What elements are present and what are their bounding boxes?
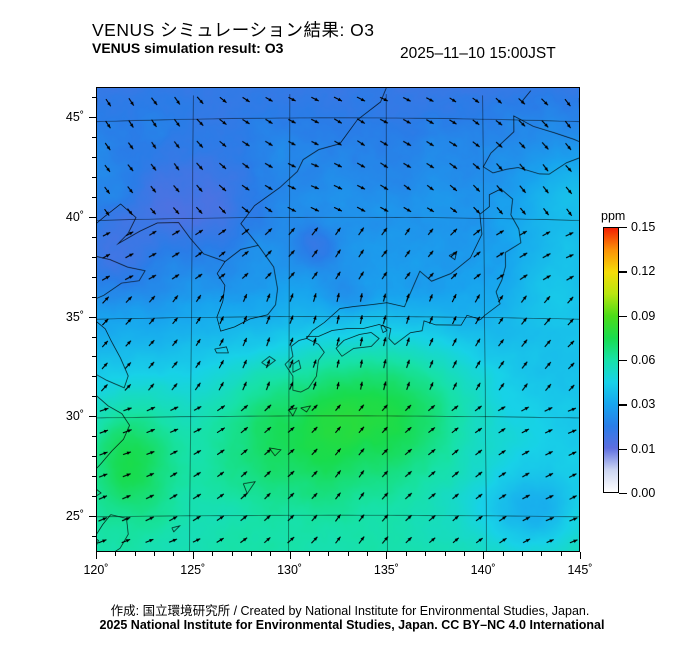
x-axis-tick	[347, 552, 349, 556]
x-axis-tick	[463, 552, 465, 556]
x-axis-tick	[405, 552, 407, 556]
y-axis-tick	[92, 156, 96, 158]
x-axis-tick	[444, 552, 446, 556]
colorbar-tick	[619, 404, 627, 406]
x-axis-label: 120˚	[83, 563, 109, 577]
x-axis-label: 125˚	[180, 563, 206, 577]
colorbar-tick-label: 0.09	[631, 308, 656, 323]
map-plot-frame	[96, 87, 580, 552]
y-axis-tick	[92, 256, 96, 258]
y-axis-label: 45˚	[65, 109, 84, 124]
colorbar-tick-label: 0.12	[631, 264, 656, 279]
colorbar-tick	[619, 315, 627, 318]
y-axis-tick	[92, 196, 96, 198]
timestamp-label: 2025–11–10 15:00JST	[400, 45, 556, 62]
x-axis-tick	[386, 552, 388, 559]
y-axis-tick	[92, 496, 96, 498]
colorbar-gradient	[603, 227, 619, 493]
y-axis-tick	[89, 416, 96, 418]
x-axis-label: 130˚	[277, 563, 303, 577]
y-axis-tick	[92, 376, 96, 378]
y-axis-label: 40˚	[65, 209, 84, 224]
x-axis-tick	[328, 552, 330, 556]
x-axis-tick	[134, 552, 136, 556]
y-axis-tick	[92, 456, 96, 458]
colorbar-tick-label: 0.00	[631, 486, 656, 500]
y-axis-tick	[89, 516, 96, 518]
colorbar-unit-label: ppm	[601, 209, 626, 223]
x-axis-tick	[502, 552, 504, 556]
colorbar-tick-label: 0.03	[631, 397, 656, 412]
colorbar-tick-label: 0.01	[631, 441, 656, 456]
x-axis-tick	[173, 552, 175, 556]
y-axis-tick	[89, 216, 96, 218]
credit-line: 作成: 国立環境研究所 / Created by National Instit…	[110, 604, 590, 618]
y-axis-tick	[92, 176, 96, 178]
page-title-japanese: VENUS シミュレーション結果: O3	[92, 20, 375, 40]
license-line: 2025 National Institute for Environmenta…	[99, 618, 605, 632]
colorbar-tick	[619, 360, 627, 362]
x-axis-tick	[231, 552, 233, 556]
colorbar-tick	[619, 493, 627, 495]
x-axis-tick	[521, 552, 523, 556]
colorbar	[603, 227, 619, 493]
y-axis-tick	[92, 276, 96, 278]
page-title-english: VENUS simulation result: O3	[92, 40, 284, 56]
colorbar-tick-label: 0.06	[631, 353, 656, 367]
y-axis-label: 25˚	[65, 509, 84, 524]
y-axis-label: 30˚	[65, 409, 84, 424]
y-axis-label: 35˚	[65, 309, 84, 324]
colorbar-tick	[619, 448, 627, 451]
x-axis-tick	[250, 552, 252, 556]
x-axis-tick	[289, 552, 291, 559]
x-axis-tick	[309, 552, 310, 556]
y-axis-tick	[89, 116, 96, 118]
y-axis-tick	[92, 356, 96, 358]
colorbar-tick	[619, 227, 627, 229]
x-axis-tick	[192, 552, 194, 559]
x-axis-label: 140˚	[470, 563, 496, 577]
x-axis-tick	[212, 552, 214, 556]
y-axis-tick	[92, 476, 96, 478]
y-axis-tick	[92, 97, 96, 98]
x-axis-tick	[541, 552, 543, 556]
y-axis-tick	[92, 336, 96, 338]
x-axis-tick	[560, 552, 562, 556]
x-axis-tick	[154, 552, 156, 556]
y-axis-tick	[92, 536, 96, 537]
y-axis-tick	[92, 236, 96, 238]
x-axis-tick	[580, 552, 581, 559]
ozone-concentration-map	[97, 88, 579, 551]
y-axis-tick	[92, 436, 96, 438]
x-axis-label: 135˚	[373, 563, 399, 577]
colorbar-tick	[619, 271, 627, 273]
x-axis-tick	[483, 552, 485, 559]
x-axis-tick	[96, 552, 97, 559]
y-axis-tick	[92, 396, 96, 398]
x-axis-tick	[270, 552, 272, 556]
x-axis-label: 145˚	[567, 563, 593, 577]
y-axis-tick	[89, 316, 96, 318]
colorbar-tick-label: 0.15	[631, 220, 656, 234]
x-axis-tick	[425, 552, 427, 556]
y-axis-tick	[92, 136, 96, 138]
x-axis-tick	[115, 552, 117, 556]
y-axis-tick	[92, 296, 96, 298]
x-axis-tick	[367, 552, 368, 556]
